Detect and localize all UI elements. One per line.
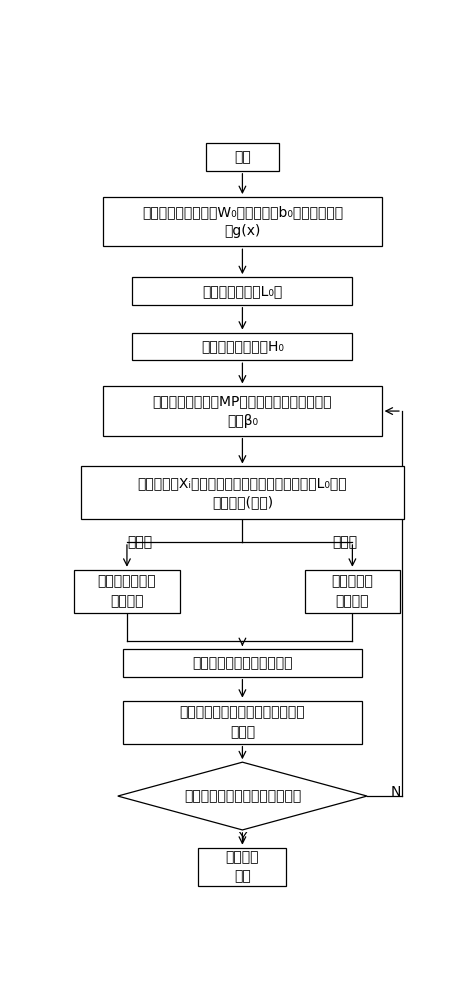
Text: 动态更新输出权値矩阵，计算模型
输出値: 动态更新输出权値矩阵，计算模型 输出値 bbox=[180, 705, 305, 739]
FancyBboxPatch shape bbox=[74, 570, 180, 613]
Text: 开始: 开始 bbox=[234, 150, 251, 164]
Text: 模型建立
完毕: 模型建立 完毕 bbox=[226, 850, 259, 884]
FancyBboxPatch shape bbox=[123, 701, 361, 744]
Text: 修改输入权値和
隐层阙値: 修改输入权値和 隐层阙値 bbox=[97, 574, 156, 608]
FancyBboxPatch shape bbox=[81, 466, 403, 519]
FancyBboxPatch shape bbox=[132, 333, 352, 360]
FancyBboxPatch shape bbox=[305, 570, 400, 613]
FancyBboxPatch shape bbox=[103, 386, 382, 436]
Text: 无增量: 无增量 bbox=[333, 535, 358, 549]
FancyBboxPatch shape bbox=[103, 197, 382, 246]
Text: Y: Y bbox=[238, 831, 246, 845]
FancyBboxPatch shape bbox=[132, 277, 352, 305]
Text: 输入权阙値
保持不变: 输入权阙値 保持不变 bbox=[332, 574, 373, 608]
Text: 引入新样本Xᵢ，计算新样本与初始训练样本的第L₀个样
本的增量(偏差): 引入新样本Xᵢ，计算新样本与初始训练样本的第L₀个样 本的增量(偏差) bbox=[138, 476, 347, 509]
Text: 计算隐层输出矩阵H₀: 计算隐层输出矩阵H₀ bbox=[201, 339, 284, 353]
Text: 根据最小二乘法和MP广义逆法计算出输出权値
矩阵β₀: 根据最小二乘法和MP广义逆法计算出输出权値 矩阵β₀ bbox=[153, 394, 332, 428]
Text: N: N bbox=[391, 785, 401, 799]
FancyBboxPatch shape bbox=[206, 143, 279, 171]
Text: 所有的样本是不是都测试完毕？: 所有的样本是不是都测试完毕？ bbox=[184, 789, 301, 803]
Polygon shape bbox=[118, 762, 367, 830]
Text: 初始化训练样本L₀个: 初始化训练样本L₀个 bbox=[202, 284, 282, 298]
FancyBboxPatch shape bbox=[199, 848, 287, 886]
Text: 随机初始化输入权値W₀和隐层阙値b₀，隐层激活函
数g(x): 随机初始化输入权値W₀和隐层阙値b₀，隐层激活函 数g(x) bbox=[142, 205, 343, 238]
Text: 有增量: 有增量 bbox=[127, 535, 152, 549]
FancyBboxPatch shape bbox=[123, 649, 361, 677]
Text: 计算新样本的隐层输出矩阵: 计算新样本的隐层输出矩阵 bbox=[192, 656, 293, 670]
